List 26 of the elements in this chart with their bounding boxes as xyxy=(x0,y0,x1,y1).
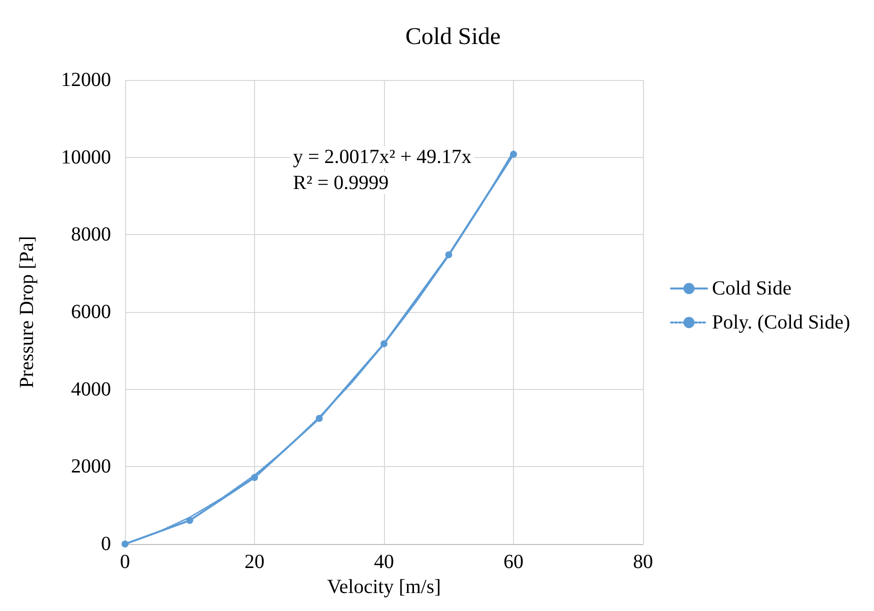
point xyxy=(510,150,517,158)
point xyxy=(122,540,128,548)
point xyxy=(251,474,258,481)
point xyxy=(316,414,323,422)
y-tick-label: 2000 xyxy=(71,456,111,478)
y-tick-label: 6000 xyxy=(71,301,111,323)
y-tick-label: 10000 xyxy=(61,146,111,168)
x-tick-label: 0 xyxy=(120,551,130,573)
annotation: R² = 0.9999 xyxy=(293,172,389,194)
y-axis-title: Pressure Drop [Pa] xyxy=(16,236,38,388)
point xyxy=(380,340,388,348)
x-axis-title: Velocity [m/s] xyxy=(327,576,441,598)
y-tick-label: 8000 xyxy=(71,224,111,246)
chart-title: Cold Side xyxy=(405,24,501,50)
y-tick-label: 12000 xyxy=(61,69,111,91)
y-tick-label: 4000 xyxy=(71,378,111,400)
x-tick-label: 80 xyxy=(633,551,653,573)
point xyxy=(445,251,452,258)
y-tick-label: 0 xyxy=(101,533,111,555)
annotation: y = 2.0017x² + 49.17x xyxy=(293,146,472,168)
x-tick-label: 20 xyxy=(244,551,264,573)
point xyxy=(186,516,194,524)
x-tick-label: 60 xyxy=(504,551,524,573)
legend-label: Cold Side xyxy=(712,278,792,300)
x-tick-label: 40 xyxy=(374,551,394,573)
legend-label: Poly. (Cold Side) xyxy=(712,312,850,334)
